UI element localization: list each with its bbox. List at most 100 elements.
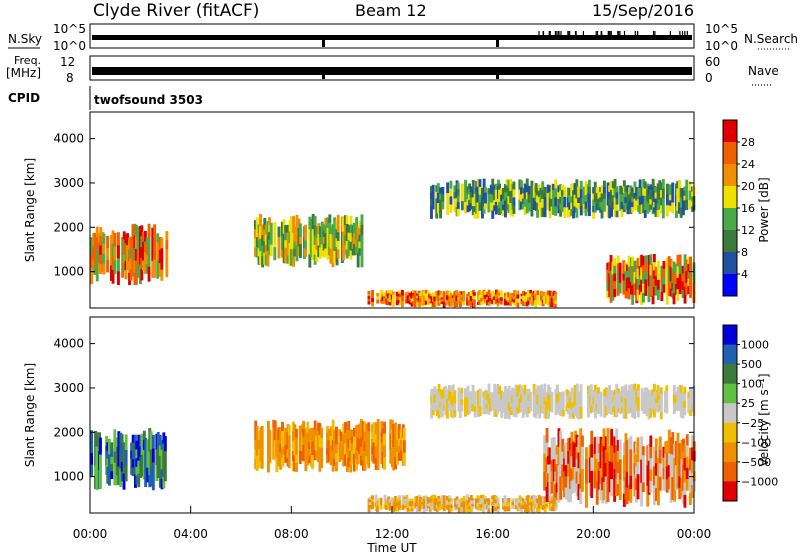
heatmap-cell <box>520 500 524 504</box>
heatmap-cell <box>371 505 374 510</box>
heatmap-cell <box>320 427 324 439</box>
heatmap-cell <box>642 265 645 275</box>
heatmap-cell <box>315 238 319 251</box>
heatmap-cell <box>662 457 666 469</box>
heatmap-cell <box>302 436 306 446</box>
heatmap-cell <box>492 495 496 500</box>
heatmap-cell <box>487 501 491 506</box>
heatmap-cell <box>613 452 617 470</box>
heatmap-cell <box>613 405 617 412</box>
heatmap-cell <box>683 254 687 271</box>
heatmap-cell <box>388 498 392 503</box>
heatmap-cell <box>526 500 530 507</box>
heatmap-cell <box>572 190 575 198</box>
heatmap-cell <box>398 290 401 295</box>
heatmap-cell <box>505 506 509 512</box>
heatmap-cell <box>548 387 552 396</box>
heatmap-cell <box>577 197 581 204</box>
heatmap-cell <box>649 189 653 195</box>
heatmap-cell <box>268 224 272 233</box>
heatmap-cell <box>683 386 687 395</box>
heatmap-cell <box>462 301 466 306</box>
heatmap-cell <box>588 444 592 458</box>
heatmap-cell <box>654 475 658 489</box>
heatmap-cell <box>597 393 600 401</box>
heatmap-cell <box>617 398 621 404</box>
heatmap-cell <box>579 488 583 505</box>
heatmap-cell <box>572 211 575 219</box>
y-tick-label: 1000 <box>53 470 84 484</box>
heatmap-cell <box>111 243 115 258</box>
heatmap-cell <box>372 452 376 464</box>
heatmap-cell <box>326 238 330 250</box>
heatmap-cell <box>469 495 473 501</box>
heatmap-cell <box>534 389 538 397</box>
heatmap-cell <box>254 220 257 230</box>
heatmap-cell <box>113 440 117 453</box>
heatmap-cell <box>682 438 685 453</box>
heatmap-cell <box>468 194 471 201</box>
heatmap-cell <box>559 196 563 204</box>
heatmap-cell <box>603 389 607 397</box>
heatmap-cell <box>654 266 658 277</box>
heatmap-cell <box>609 254 613 272</box>
heatmap-cell <box>455 301 459 307</box>
heatmap-cell <box>527 202 531 212</box>
heatmap-cell <box>399 450 403 461</box>
heatmap-cell <box>597 400 600 408</box>
heatmap-cell <box>561 409 565 417</box>
heatmap-cell <box>320 457 324 468</box>
heatmap-cell <box>275 457 279 473</box>
freq-dropout <box>496 67 499 79</box>
heatmap-cell <box>352 222 356 234</box>
heatmap-cell <box>464 202 467 214</box>
heatmap-cell <box>646 189 650 196</box>
heatmap-cell <box>577 203 581 209</box>
heatmap-cell <box>422 505 426 510</box>
heatmap-cell <box>129 258 133 270</box>
heatmap-cell <box>570 209 574 216</box>
heatmap-cell <box>575 179 579 190</box>
heatmap-cell <box>532 293 536 297</box>
heatmap-cell <box>499 297 503 302</box>
heatmap-cell <box>462 297 466 302</box>
heatmap-cell <box>437 401 441 410</box>
heatmap-cell <box>498 195 501 203</box>
heatmap-cell <box>656 183 660 191</box>
nsearch-spike <box>567 31 569 35</box>
heatmap-cell <box>350 457 354 465</box>
heatmap-cell <box>507 179 511 189</box>
heatmap-cell <box>664 441 668 455</box>
heatmap-cell <box>574 455 577 468</box>
heatmap-cell <box>592 390 596 398</box>
heatmap-cell <box>313 245 317 256</box>
heatmap-cell <box>440 398 444 409</box>
heatmap-cell <box>431 494 435 500</box>
heatmap-cell <box>129 247 133 260</box>
heatmap-cell <box>494 507 498 512</box>
heatmap-cell <box>273 247 277 261</box>
heatmap-cell <box>518 391 522 399</box>
heatmap-cell <box>319 226 322 238</box>
heatmap-cell <box>649 199 653 205</box>
heatmap-cell <box>544 504 548 507</box>
heatmap-cell <box>651 389 655 396</box>
heatmap-cell <box>359 428 363 438</box>
heatmap-cell <box>317 245 321 258</box>
heatmap-cell <box>431 192 435 202</box>
heatmap-cell <box>493 292 496 297</box>
heatmap-cell <box>523 191 527 200</box>
heatmap-cell <box>284 240 288 249</box>
heatmap-cell <box>371 424 374 433</box>
heatmap-cell <box>336 232 340 242</box>
heatmap-cell <box>379 505 383 510</box>
heatmap-cell <box>158 466 162 478</box>
heatmap-cell <box>313 450 317 461</box>
heatmap-cell <box>657 481 660 494</box>
heatmap-cell <box>428 295 431 298</box>
heatmap-cell <box>569 437 572 451</box>
heatmap-cell <box>520 385 523 395</box>
heatmap-cell <box>530 204 534 217</box>
heatmap-cell <box>331 256 335 268</box>
heatmap-cell <box>450 297 453 303</box>
